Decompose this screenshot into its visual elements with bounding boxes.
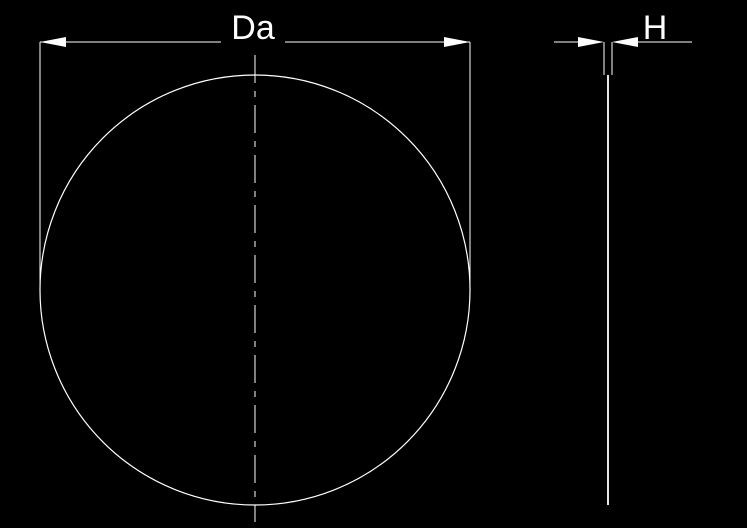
dimension-arrowhead (612, 37, 638, 47)
dimension-arrowhead (444, 37, 470, 47)
disc-front-view (40, 75, 470, 505)
dim-h-label: H (643, 9, 668, 47)
dim-da-label: Da (231, 9, 275, 47)
dimension-arrowhead (40, 37, 66, 47)
dimension-arrowhead (578, 37, 604, 47)
